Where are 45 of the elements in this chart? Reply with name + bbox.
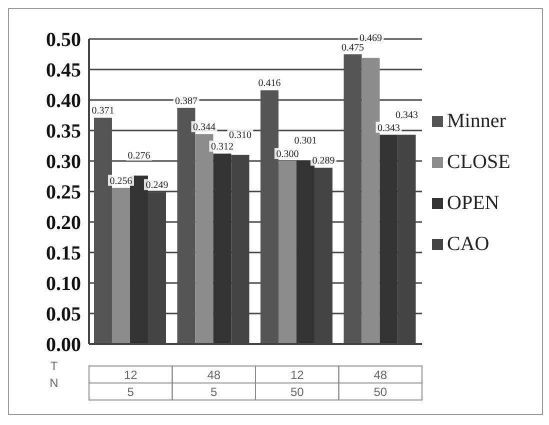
- data-label: 0.310: [228, 130, 252, 141]
- text: T: [49, 358, 59, 375]
- legend-label: CLOSE: [447, 150, 510, 174]
- data-label: 0.289: [312, 156, 335, 167]
- bar: [278, 161, 296, 344]
- legend-label: Minner: [447, 110, 506, 132]
- y-tick-label: 0.10: [46, 273, 81, 296]
- data-label: 0.343: [377, 122, 400, 134]
- y-tick-label: 0.35: [46, 120, 81, 143]
- data-label: 0.475: [341, 42, 364, 54]
- data-label: 0.387: [174, 96, 198, 107]
- data-label: 0.256: [110, 176, 132, 187]
- bar: [213, 154, 232, 344]
- x-tick-label: 48 50: [374, 368, 388, 399]
- y-tick-label: 0.50: [46, 29, 81, 52]
- legend-label: CAO: [447, 232, 490, 256]
- data-label: 0.301: [294, 135, 317, 146]
- y-tick-label: 0.20: [46, 212, 81, 234]
- y-tick-label: 0.25: [46, 182, 81, 204]
- y-tick-label: 0.05: [46, 304, 81, 326]
- y-tick-label: 0.30: [46, 151, 81, 174]
- data-label: 0.416: [258, 78, 281, 90]
- data-label: 0.276: [128, 150, 150, 162]
- bar: [344, 54, 362, 344]
- bar: [296, 160, 314, 344]
- text: N: [48, 375, 60, 392]
- data-label: 0.312: [210, 142, 234, 153]
- y-tick-label: 0.15: [46, 242, 81, 265]
- bar: [380, 134, 398, 344]
- y-tick-label: 0.40: [46, 90, 81, 112]
- bar: [112, 188, 130, 344]
- data-label: 0.371: [92, 106, 114, 117]
- y-tick-label: 0.00: [46, 334, 81, 356]
- data-label: 0.249: [146, 180, 168, 192]
- data-label: 0.300: [276, 149, 299, 160]
- bar: [260, 90, 278, 344]
- bar: [94, 118, 112, 344]
- x-tick-label: 12 50: [290, 368, 304, 399]
- data-label: 0.469: [359, 32, 382, 44]
- x-tick-label: 48 5: [207, 368, 221, 399]
- data-label: 0.343: [395, 110, 418, 121]
- y-tick-label: 0.45: [46, 60, 81, 82]
- legend-label: OPEN: [447, 192, 500, 214]
- data-label: 0.344: [192, 122, 216, 134]
- x-tick-label: 12 5: [124, 368, 138, 399]
